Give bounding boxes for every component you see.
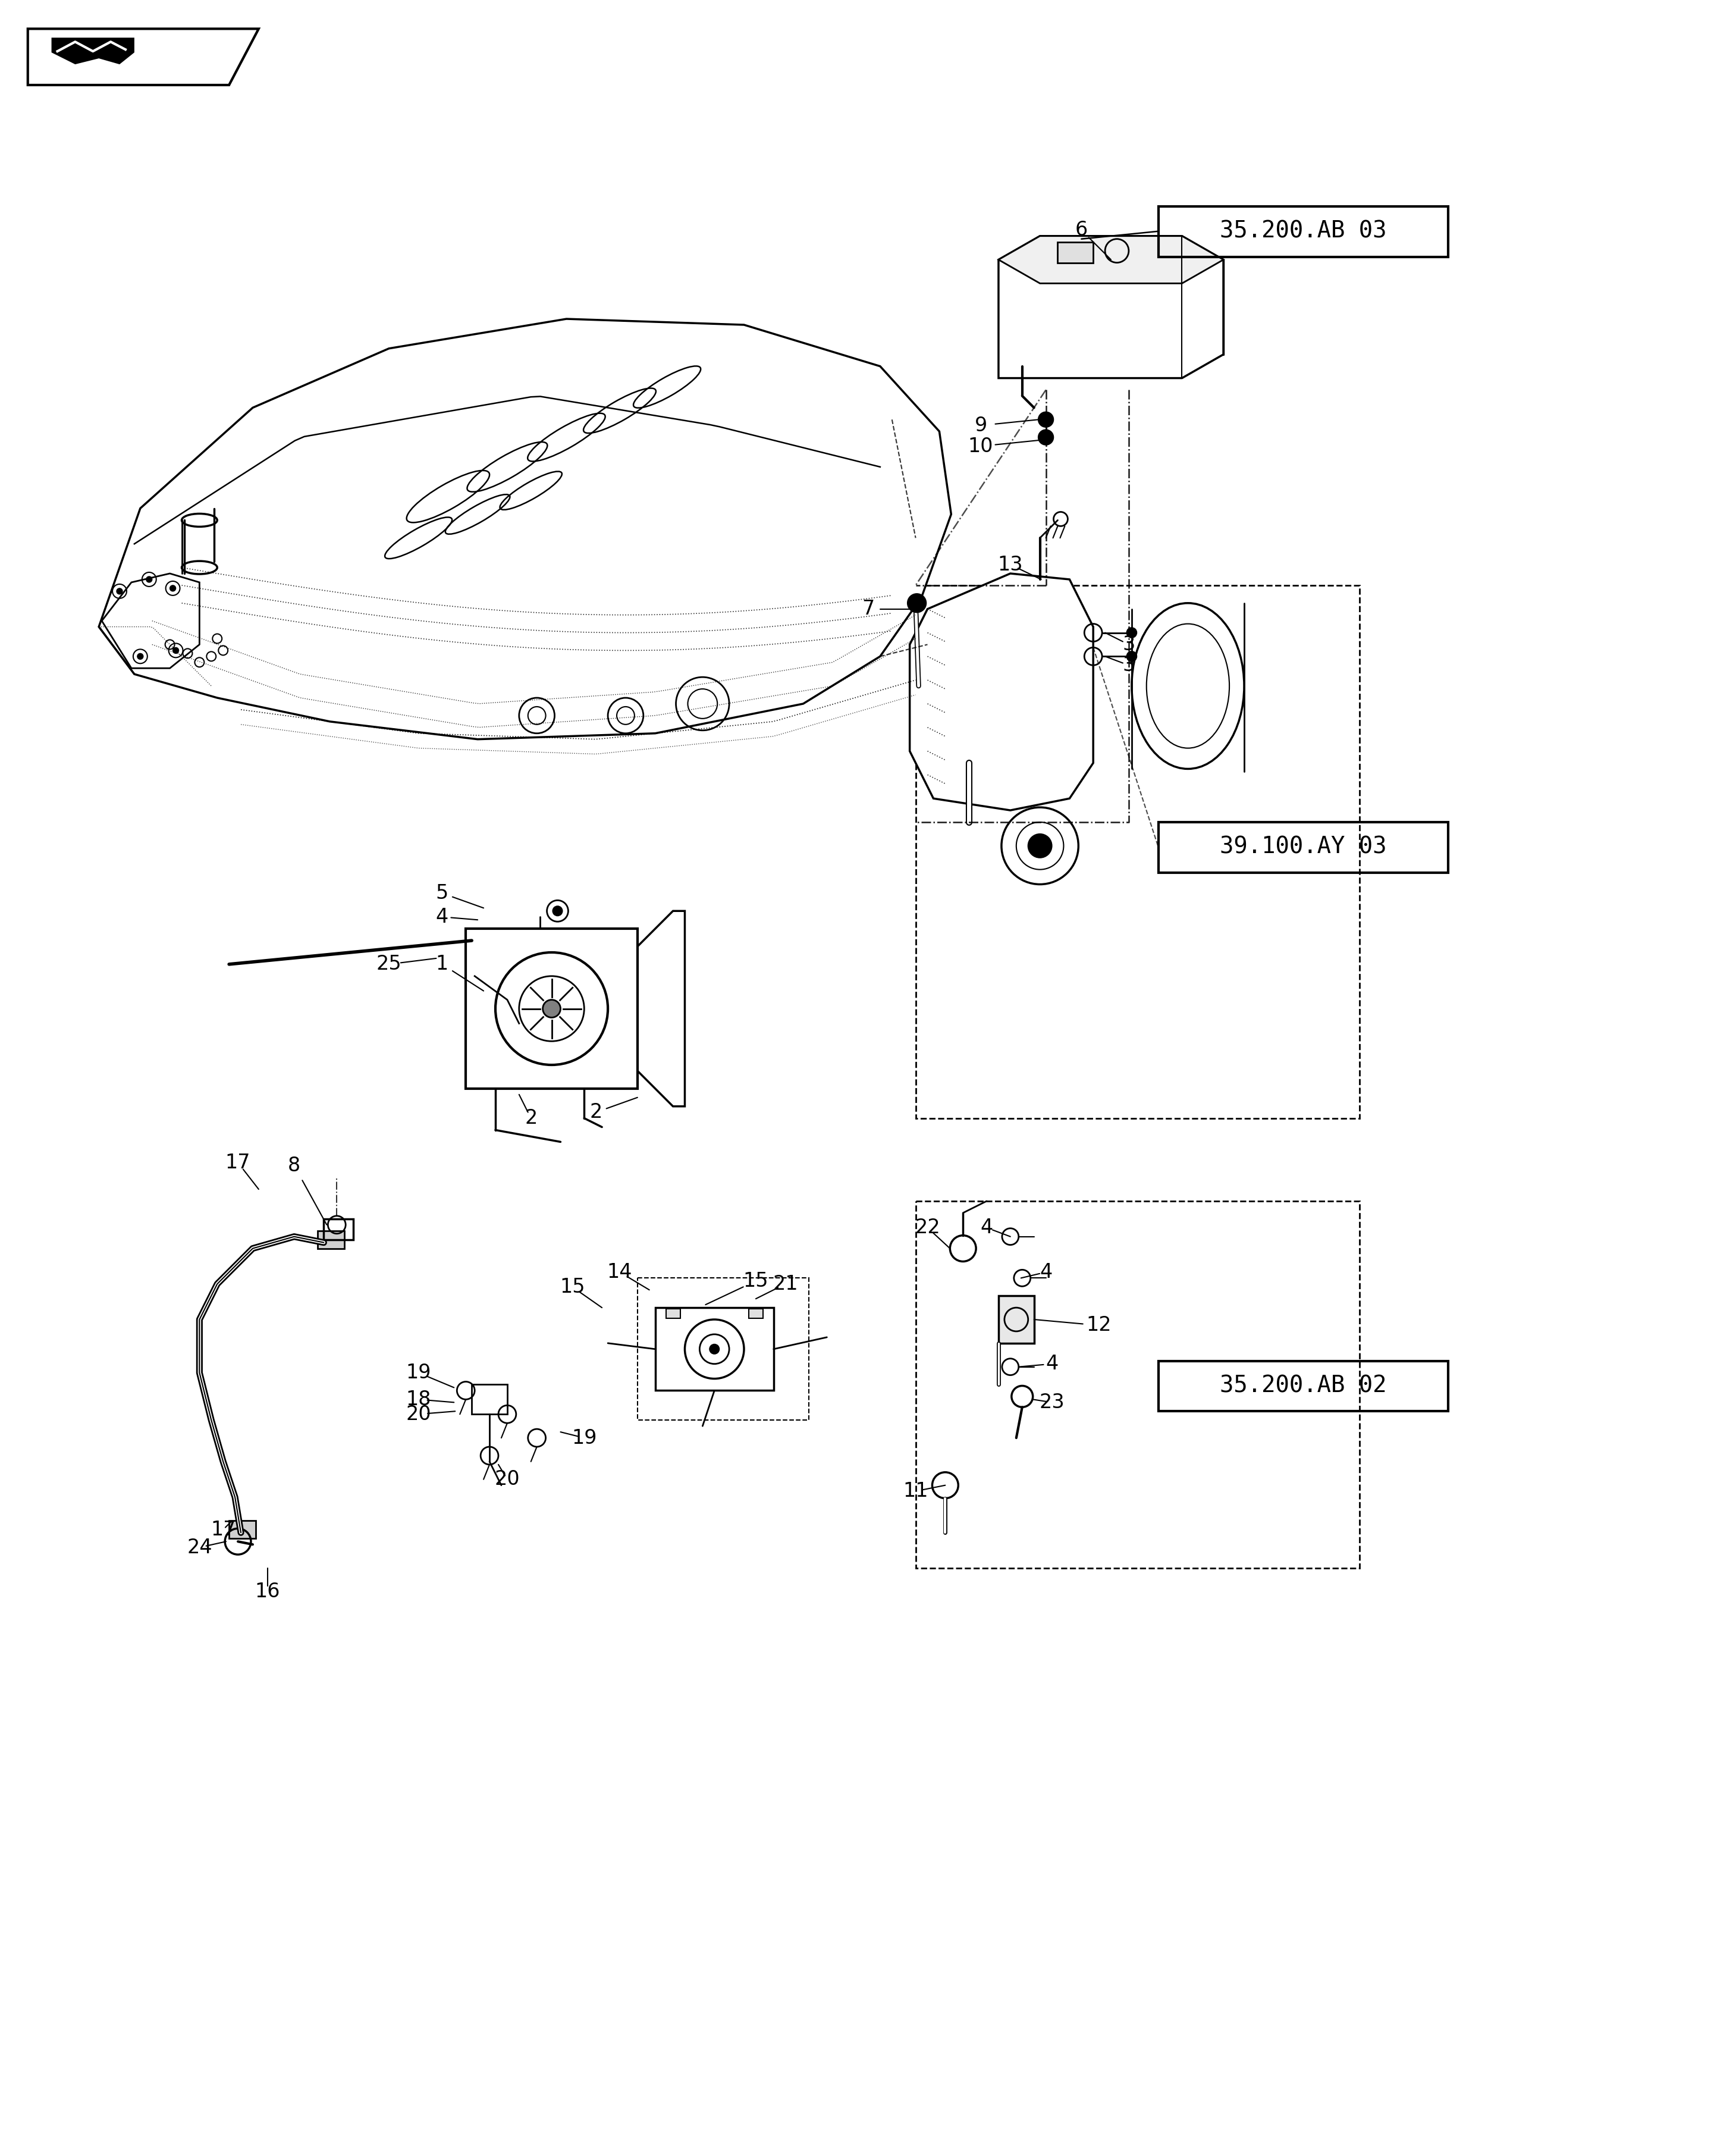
Polygon shape bbox=[998, 236, 1224, 283]
Circle shape bbox=[174, 647, 179, 654]
Ellipse shape bbox=[1132, 602, 1245, 770]
Bar bbox=[472, 1385, 507, 1415]
Polygon shape bbox=[99, 319, 951, 740]
Circle shape bbox=[543, 999, 561, 1018]
Text: 20: 20 bbox=[406, 1404, 431, 1424]
Circle shape bbox=[170, 585, 175, 592]
Polygon shape bbox=[998, 236, 1224, 377]
Text: 14: 14 bbox=[608, 1263, 632, 1282]
Text: 23: 23 bbox=[1040, 1394, 1064, 1413]
Text: 10: 10 bbox=[969, 437, 993, 457]
Text: 3: 3 bbox=[1123, 656, 1135, 675]
Bar bbox=[1158, 206, 1448, 257]
Text: 12: 12 bbox=[1087, 1316, 1111, 1336]
Circle shape bbox=[1038, 431, 1054, 444]
Circle shape bbox=[116, 587, 123, 594]
Text: 17: 17 bbox=[210, 1520, 236, 1539]
Bar bbox=[667, 1308, 681, 1319]
Polygon shape bbox=[52, 39, 134, 64]
Bar bbox=[318, 1231, 344, 1248]
Bar bbox=[637, 1278, 809, 1419]
Text: 8: 8 bbox=[288, 1156, 300, 1175]
Text: 18: 18 bbox=[406, 1389, 431, 1409]
Polygon shape bbox=[28, 28, 259, 86]
Text: 1: 1 bbox=[436, 954, 448, 973]
Bar bbox=[1158, 821, 1448, 873]
Text: 39.100.AY 03: 39.100.AY 03 bbox=[1220, 836, 1387, 858]
Circle shape bbox=[146, 577, 153, 583]
Text: 11: 11 bbox=[903, 1482, 929, 1501]
Text: 4: 4 bbox=[1045, 1355, 1059, 1374]
Text: 24: 24 bbox=[187, 1537, 212, 1557]
Bar bbox=[915, 585, 1359, 1119]
Circle shape bbox=[1038, 412, 1054, 427]
Text: 4: 4 bbox=[1040, 1263, 1052, 1282]
Bar bbox=[748, 1308, 762, 1319]
Text: 6: 6 bbox=[1075, 221, 1088, 240]
Text: 16: 16 bbox=[255, 1582, 279, 1602]
Bar bbox=[465, 928, 637, 1089]
Ellipse shape bbox=[1002, 808, 1078, 883]
Text: 20: 20 bbox=[495, 1469, 519, 1490]
Text: 5: 5 bbox=[436, 883, 448, 903]
Circle shape bbox=[1127, 628, 1137, 637]
Text: 4: 4 bbox=[981, 1218, 993, 1237]
Text: 21: 21 bbox=[773, 1274, 799, 1293]
Text: 25: 25 bbox=[377, 954, 401, 973]
Text: 19: 19 bbox=[406, 1364, 431, 1383]
Bar bbox=[915, 1201, 1359, 1567]
Bar bbox=[1057, 242, 1094, 264]
Circle shape bbox=[908, 594, 925, 611]
Circle shape bbox=[552, 907, 562, 915]
Circle shape bbox=[1028, 834, 1052, 858]
Bar bbox=[229, 1520, 255, 1539]
Bar bbox=[654, 1308, 774, 1391]
Circle shape bbox=[1127, 652, 1137, 660]
Circle shape bbox=[710, 1344, 719, 1353]
Text: 17: 17 bbox=[226, 1153, 250, 1173]
Text: 2: 2 bbox=[524, 1108, 536, 1128]
Text: 7: 7 bbox=[863, 598, 875, 620]
Text: 35.200.AB 03: 35.200.AB 03 bbox=[1220, 221, 1387, 242]
Text: 13: 13 bbox=[998, 555, 1023, 575]
Text: 15: 15 bbox=[743, 1271, 769, 1291]
Text: 19: 19 bbox=[571, 1428, 597, 1447]
Text: 35.200.AB 02: 35.200.AB 02 bbox=[1220, 1374, 1387, 1398]
Text: 4: 4 bbox=[436, 907, 448, 926]
Text: 15: 15 bbox=[559, 1278, 585, 1297]
Text: 3: 3 bbox=[1123, 635, 1135, 654]
Bar bbox=[998, 1295, 1035, 1342]
Text: 9: 9 bbox=[974, 416, 988, 435]
Circle shape bbox=[137, 654, 144, 660]
Polygon shape bbox=[910, 572, 1094, 810]
Text: 2: 2 bbox=[590, 1102, 602, 1121]
Text: 22: 22 bbox=[915, 1218, 941, 1237]
Bar bbox=[323, 1218, 354, 1239]
Bar bbox=[1158, 1361, 1448, 1411]
